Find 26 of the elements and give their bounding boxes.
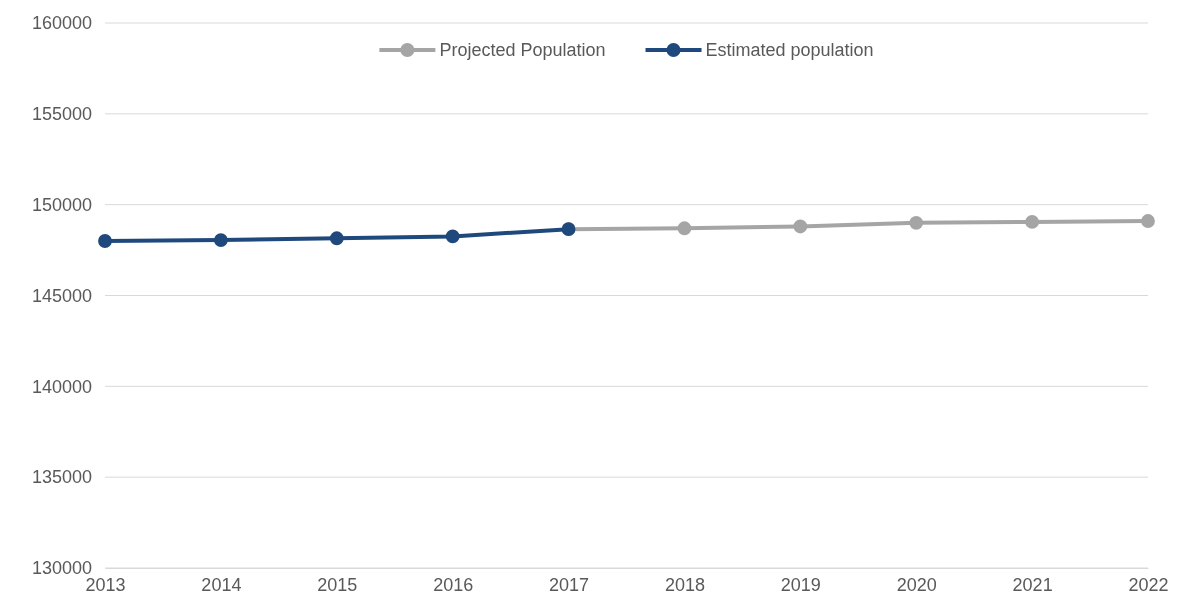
point xyxy=(213,233,228,247)
point xyxy=(909,215,924,230)
x-tick-label: 2019 xyxy=(780,574,821,595)
point xyxy=(1141,214,1155,228)
point xyxy=(677,221,692,236)
y-tick-label: 140000 xyxy=(31,376,92,397)
y-tick-label: 150000 xyxy=(31,194,92,215)
x-tick-label: 2021 xyxy=(1012,574,1053,595)
y-tick-label: 155000 xyxy=(31,104,92,125)
y-tick-label: 160000 xyxy=(31,13,92,34)
x-tick-label: 2016 xyxy=(433,574,474,595)
x-tick-label: 2018 xyxy=(664,574,705,595)
point xyxy=(1025,215,1040,229)
x-tick-label: 2014 xyxy=(201,574,242,595)
x-tick-label: 2015 xyxy=(317,574,358,595)
point xyxy=(445,229,460,244)
point xyxy=(793,219,808,234)
legend-label: Estimated population xyxy=(705,40,874,61)
point xyxy=(329,231,344,246)
x-tick-label: 2017 xyxy=(549,574,590,595)
legend-label: Projected Population xyxy=(439,40,606,61)
x-tick-label: 2022 xyxy=(1128,574,1169,595)
y-tick-label: 135000 xyxy=(31,467,92,488)
y-tick-label: 145000 xyxy=(31,285,92,306)
x-tick-label: 2020 xyxy=(896,574,937,595)
point xyxy=(98,234,112,248)
